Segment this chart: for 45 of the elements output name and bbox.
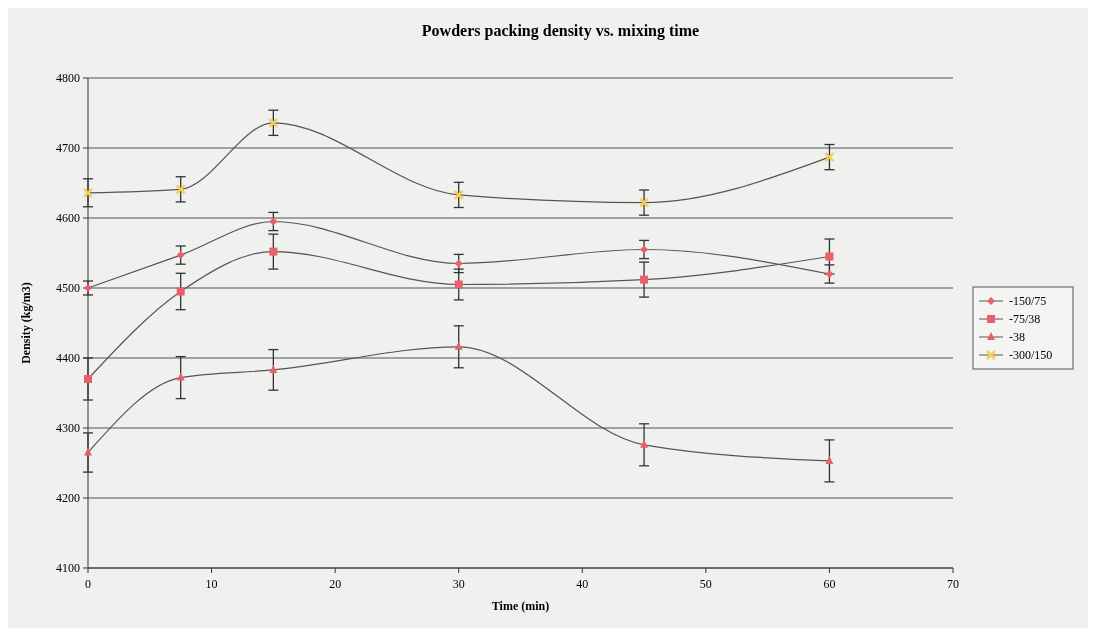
x-tick-label: 0 (85, 577, 91, 591)
legend-label: -150/75 (1009, 294, 1047, 308)
legend-label: -75/38 (1009, 312, 1041, 326)
point (82, 187, 94, 199)
x-tick-label: 10 (205, 577, 218, 591)
point (84, 375, 92, 383)
x-tick-label: 40 (576, 577, 589, 591)
point (175, 184, 186, 195)
y-tick-label: 4800 (56, 71, 80, 85)
point (176, 287, 185, 296)
point (640, 245, 649, 254)
point (268, 117, 279, 129)
point (176, 372, 185, 381)
x-tick-label: 20 (329, 577, 342, 591)
y-tick-label: 4200 (56, 491, 80, 505)
y-axis-title: Density (kg/m3) (19, 282, 33, 364)
point (269, 247, 278, 256)
point (640, 439, 649, 448)
point (84, 447, 92, 456)
point (825, 455, 834, 464)
y-tick-label: 4400 (56, 351, 80, 365)
point (269, 217, 278, 226)
y-tick-label: 4100 (56, 561, 80, 575)
point (454, 280, 463, 289)
point (453, 189, 464, 201)
y-tick-label: 4700 (56, 141, 80, 155)
chart-title: Powders packing density vs. mixing time (421, 22, 700, 40)
y-tick-label: 4600 (56, 211, 80, 225)
point (269, 364, 278, 373)
x-tick-label: 60 (823, 577, 836, 591)
point (454, 341, 463, 350)
point (825, 252, 834, 261)
y-tick-label: 4500 (56, 281, 80, 295)
x-axis-title: Time (min) (491, 599, 550, 613)
y-tick-label: 4300 (56, 421, 80, 435)
x-tick-label: 50 (699, 577, 712, 591)
point (176, 251, 185, 260)
legend-label: -300/150 (1009, 348, 1053, 362)
x-tick-label: 30 (452, 577, 465, 591)
point (824, 151, 835, 163)
point (640, 275, 649, 284)
x-tick-label: 70 (947, 577, 959, 591)
point (454, 259, 463, 268)
legend-label: -38 (1009, 330, 1025, 344)
point (638, 197, 650, 208)
